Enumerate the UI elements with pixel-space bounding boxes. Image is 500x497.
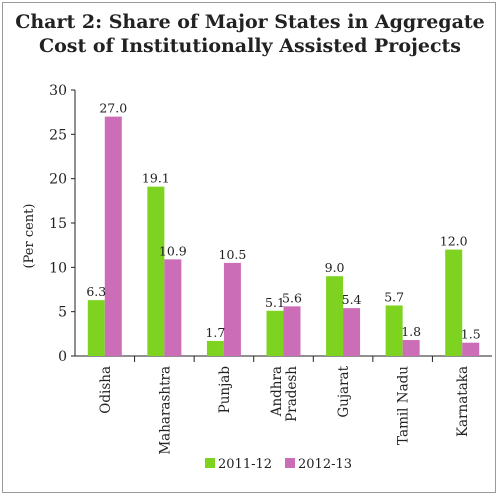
data-label: 1.5 (461, 327, 481, 342)
chart-frame (2, 2, 496, 493)
bar (87, 300, 105, 356)
category-label: Punjab (217, 366, 233, 413)
y-axis-label: (Per cent) (22, 204, 37, 269)
bar (326, 276, 344, 356)
y-tick-label: 15 (49, 216, 67, 232)
legend-label: 2011-12 (218, 457, 272, 472)
data-label: 1.7 (205, 325, 225, 340)
category-label: Tamil Nadu (396, 366, 412, 445)
bar (223, 262, 241, 356)
y-tick-label: 0 (58, 349, 67, 365)
category-label: Andhra (269, 366, 285, 417)
axes: 0 5 10 15 20 25 30 (Per cent) (22, 83, 492, 365)
data-label: 5.7 (384, 289, 404, 304)
category-label: Karnataka (455, 366, 471, 437)
y-tick-label: 25 (49, 127, 67, 143)
y-tick-label: 20 (49, 172, 67, 188)
bar (445, 249, 463, 356)
category-label: Odisha (98, 366, 114, 414)
category-labels: Odisha Maharashtra Punjab Andhra Pradesh Guja… (98, 365, 471, 454)
y-tick-label: 10 (49, 260, 67, 276)
bar (402, 340, 420, 356)
data-label: 10.9 (159, 243, 187, 258)
legend: 2011-12 2012-13 (205, 457, 352, 472)
data-label: 9.0 (325, 260, 345, 275)
data-label: 27.0 (99, 101, 127, 116)
bar (164, 259, 182, 356)
data-label: 5.4 (342, 292, 362, 307)
bars (87, 116, 480, 356)
legend-swatch (205, 458, 215, 468)
bar (343, 308, 361, 356)
bar (206, 340, 224, 356)
bar (462, 342, 480, 356)
category-label: Gujarat (336, 365, 352, 417)
legend-label: 2012-13 (298, 457, 352, 472)
chart-title-line-1: Chart 2: Share of Major States in Aggreg… (15, 11, 485, 33)
data-label: 10.5 (219, 247, 247, 262)
legend-swatch (285, 458, 295, 468)
data-label: 12.0 (440, 234, 468, 249)
category-label: Maharashtra (157, 366, 173, 455)
y-tick-label: 30 (49, 83, 67, 99)
chart-title: Chart 2: Share of Major States in Aggreg… (0, 10, 500, 58)
chart-title-line-2: Cost of Institutionally Assisted Project… (39, 35, 461, 57)
data-label: 19.1 (142, 171, 170, 186)
data-label: 1.8 (401, 324, 421, 339)
bar (385, 305, 403, 356)
data-label: 5.6 (282, 290, 302, 305)
y-tick-label: 5 (58, 305, 67, 321)
data-label: 5.1 (265, 295, 285, 310)
category-label: Pradesh (284, 366, 300, 422)
data-label: 6.3 (86, 284, 106, 299)
data-labels: 6.3 27.0 19.1 10.9 1.7 10.5 5.15.6 9.0 5.4 5.7 1.8… (86, 101, 480, 342)
bar (147, 186, 165, 356)
bar (266, 310, 284, 356)
bar (104, 116, 122, 356)
bar (283, 306, 301, 356)
